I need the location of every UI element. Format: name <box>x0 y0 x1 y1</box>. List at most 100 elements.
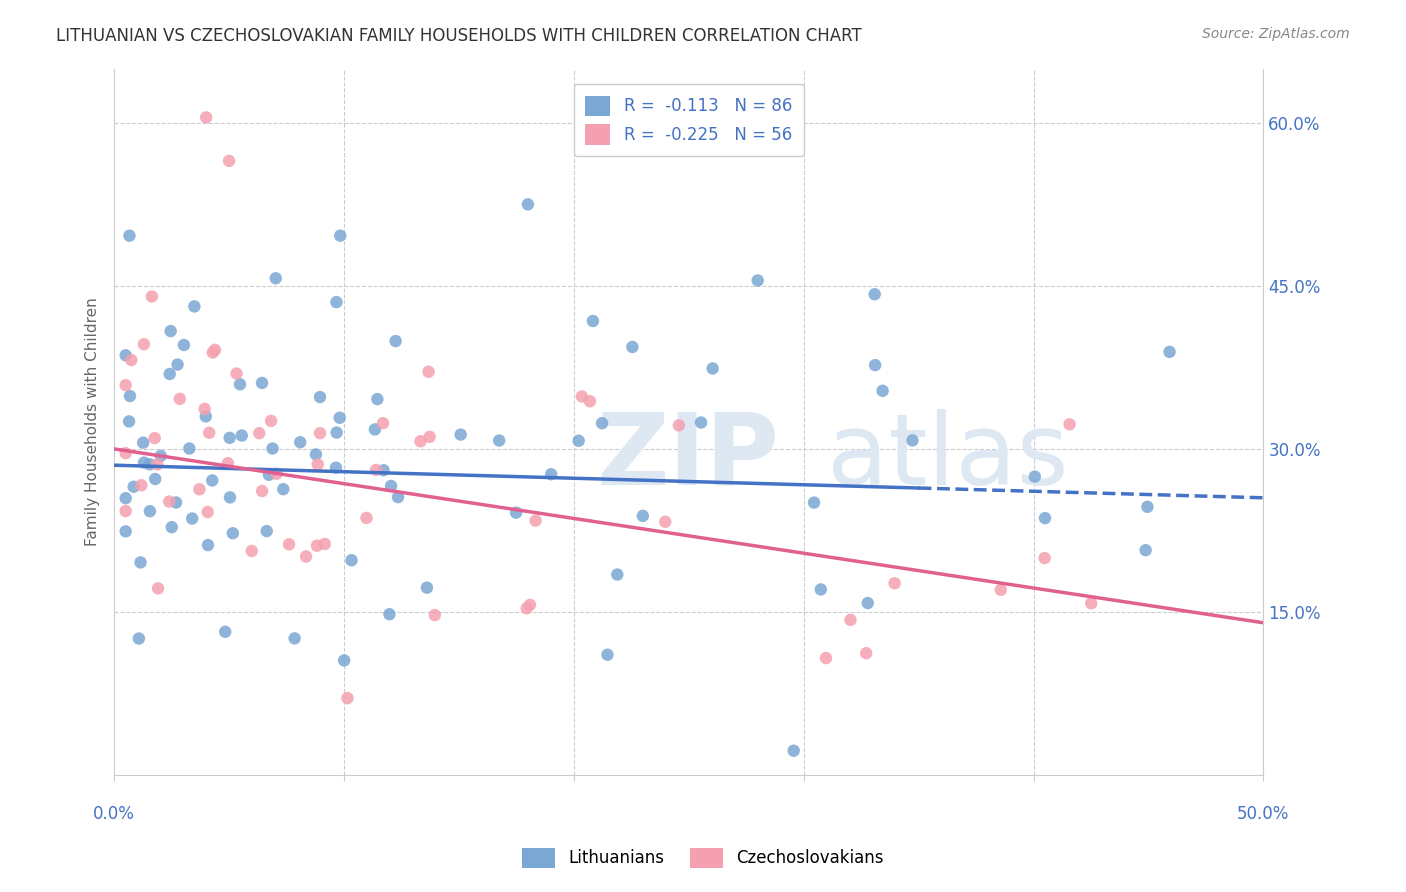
Point <box>229 377 252 392</box>
Point <box>195 111 218 125</box>
Point <box>149 449 172 463</box>
Point <box>132 435 155 450</box>
Legend: R =  -0.113   N = 86, R =  -0.225   N = 56: R = -0.113 N = 86, R = -0.225 N = 56 <box>574 84 804 156</box>
Point <box>262 442 284 456</box>
Point <box>146 582 169 596</box>
Point <box>654 515 676 529</box>
Point <box>488 434 510 448</box>
Text: 50.0%: 50.0% <box>1237 805 1289 823</box>
Point <box>606 567 628 582</box>
Point <box>256 524 278 538</box>
Point <box>197 538 219 552</box>
Point <box>340 553 363 567</box>
Point <box>690 416 713 430</box>
Point <box>863 358 886 372</box>
Point <box>264 271 287 285</box>
Point <box>373 463 395 477</box>
Text: atlas: atlas <box>827 409 1069 506</box>
Point <box>1024 469 1046 483</box>
Point <box>516 601 538 615</box>
Point <box>419 430 441 444</box>
Point <box>250 483 273 498</box>
Point <box>118 414 141 428</box>
Legend: Lithuanians, Czechoslovakians: Lithuanians, Czechoslovakians <box>516 841 890 875</box>
Point <box>702 361 724 376</box>
Point <box>169 392 191 406</box>
Point <box>198 425 221 440</box>
Point <box>387 490 409 504</box>
Point <box>114 446 136 460</box>
Point <box>181 511 204 525</box>
Point <box>378 607 401 622</box>
Point <box>128 632 150 646</box>
Point <box>120 353 142 368</box>
Point <box>231 428 253 442</box>
Point <box>1080 596 1102 610</box>
Point <box>1033 511 1056 525</box>
Point <box>855 646 877 660</box>
Point <box>225 367 247 381</box>
Point <box>540 467 562 482</box>
Point <box>266 467 288 481</box>
Text: LITHUANIAN VS CZECHOSLOVAKIAN FAMILY HOUSEHOLDS WITH CHILDREN CORRELATION CHART: LITHUANIAN VS CZECHOSLOVAKIAN FAMILY HOU… <box>56 27 862 45</box>
Point <box>505 506 527 520</box>
Point <box>364 422 387 436</box>
Point <box>159 324 181 338</box>
Point <box>519 598 541 612</box>
Point <box>579 394 602 409</box>
Point <box>271 482 294 496</box>
Point <box>173 338 195 352</box>
Point <box>621 340 644 354</box>
Point <box>990 582 1012 597</box>
Text: Source: ZipAtlas.com: Source: ZipAtlas.com <box>1202 27 1350 41</box>
Point <box>305 539 328 553</box>
Point <box>307 458 329 472</box>
Point <box>783 744 806 758</box>
Point <box>257 467 280 482</box>
Point <box>197 505 219 519</box>
Point <box>217 456 239 470</box>
Point <box>366 392 388 406</box>
Point <box>138 458 160 472</box>
Point <box>591 416 613 430</box>
Point <box>240 544 263 558</box>
Point <box>214 624 236 639</box>
Point <box>364 463 387 477</box>
Point <box>1159 344 1181 359</box>
Point <box>132 337 155 351</box>
Point <box>132 456 155 470</box>
Point <box>218 431 240 445</box>
Point <box>179 442 201 456</box>
Point <box>1136 500 1159 514</box>
Point <box>284 632 307 646</box>
Point <box>568 434 591 448</box>
Point <box>290 435 312 450</box>
Y-axis label: Family Households with Children: Family Households with Children <box>86 297 100 546</box>
Point <box>333 653 356 667</box>
Point <box>131 478 153 492</box>
Point <box>418 365 440 379</box>
Point <box>118 228 141 243</box>
Point <box>336 691 359 706</box>
Point <box>325 460 347 475</box>
Point <box>183 300 205 314</box>
Point <box>747 273 769 287</box>
Point <box>201 474 224 488</box>
Point <box>329 228 352 243</box>
Point <box>218 153 240 168</box>
Point <box>839 613 862 627</box>
Point <box>814 651 837 665</box>
Point <box>114 524 136 539</box>
Point <box>143 431 166 445</box>
Point <box>325 295 347 310</box>
Point <box>371 416 394 430</box>
Point <box>166 358 188 372</box>
Point <box>668 418 690 433</box>
Point <box>329 410 352 425</box>
Point <box>247 426 270 441</box>
Point <box>188 483 211 497</box>
Point <box>114 378 136 392</box>
Point <box>872 384 894 398</box>
Point <box>295 549 318 564</box>
Point <box>810 582 832 597</box>
